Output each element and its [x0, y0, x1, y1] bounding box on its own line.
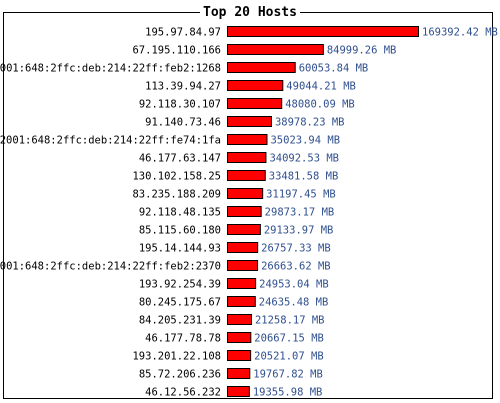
category-label: 67.195.110.166: [132, 45, 221, 57]
category-label: 91.140.73.46: [145, 117, 221, 129]
bar: [227, 350, 252, 361]
bar: [227, 206, 262, 217]
category-label: 92.118.30.107: [139, 99, 221, 111]
bar: [227, 242, 259, 253]
bar: [227, 278, 257, 289]
value-label: 29873.17 MB: [265, 207, 335, 219]
chart-title-wrap: Top 20 Hosts: [0, 4, 500, 21]
value-label: 49044.21 MB: [286, 81, 356, 93]
bar: [227, 116, 272, 127]
value-label: 34092.53 MB: [269, 153, 339, 165]
category-label: 130.102.158.25: [132, 171, 221, 183]
bar: [227, 98, 283, 109]
value-label: 29133.97 MB: [264, 225, 334, 237]
category-label: 92.118.48.135: [139, 207, 221, 219]
bar: [227, 26, 419, 37]
category-label: 195.14.144.93: [139, 243, 221, 255]
category-label: 113.39.94.27: [145, 81, 221, 93]
category-label: 2001:648:2ffc:deb:214:22ff:fe74:1fa: [0, 135, 221, 147]
value-label: 26757.33 MB: [261, 243, 331, 255]
bar: [227, 314, 252, 325]
bar: [227, 188, 264, 199]
bar: [227, 368, 251, 379]
category-label: 2001:648:2ffc:deb:214:22ff:feb2:1268: [0, 63, 221, 75]
value-label: 26663.62 MB: [261, 261, 331, 273]
bar: [227, 44, 324, 55]
bar: [227, 296, 256, 307]
bar: [227, 170, 266, 181]
bar: [227, 152, 267, 163]
category-label: 85.115.60.180: [139, 225, 221, 237]
bar: [227, 224, 261, 235]
value-label: 169392.42 MB: [422, 27, 498, 39]
value-label: 19767.82 MB: [253, 369, 323, 381]
bar: [227, 386, 250, 397]
category-label: 46.177.63.147: [139, 153, 221, 165]
bar: [227, 260, 259, 271]
value-label: 38978.23 MB: [275, 117, 345, 129]
value-label: 20521.07 MB: [254, 351, 324, 363]
bar: [227, 332, 252, 343]
value-label: 21258.17 MB: [255, 315, 325, 327]
value-label: 24635.48 MB: [259, 297, 329, 309]
bar: [227, 134, 268, 145]
category-label: 193.92.254.39: [139, 279, 221, 291]
category-label: 46.12.56.232: [145, 387, 221, 399]
value-label: 60053.84 MB: [299, 63, 369, 75]
value-label: 19355.98 MB: [253, 387, 323, 399]
value-label: 33481.58 MB: [269, 171, 339, 183]
category-label: 193.201.22.108: [132, 351, 221, 363]
category-label: 46.177.78.78: [145, 333, 221, 345]
bar: [227, 80, 284, 91]
category-label: 85.72.206.236: [139, 369, 221, 381]
category-label: 2001:648:2ffc:deb:214:22ff:feb2:2370: [0, 261, 221, 273]
category-label: 84.205.231.39: [139, 315, 221, 327]
bar: [227, 62, 296, 73]
value-label: 84999.26 MB: [327, 45, 397, 57]
category-label: 80.245.175.67: [139, 297, 221, 309]
chart-title: Top 20 Hosts: [200, 5, 300, 20]
value-label: 48080.09 MB: [285, 99, 355, 111]
value-label: 20667.15 MB: [254, 333, 324, 345]
value-label: 24953.04 MB: [259, 279, 329, 291]
category-label: 83.235.188.209: [132, 189, 221, 201]
category-label: 195.97.84.97: [145, 27, 221, 39]
value-label: 35023.94 MB: [270, 135, 340, 147]
value-label: 31197.45 MB: [266, 189, 336, 201]
